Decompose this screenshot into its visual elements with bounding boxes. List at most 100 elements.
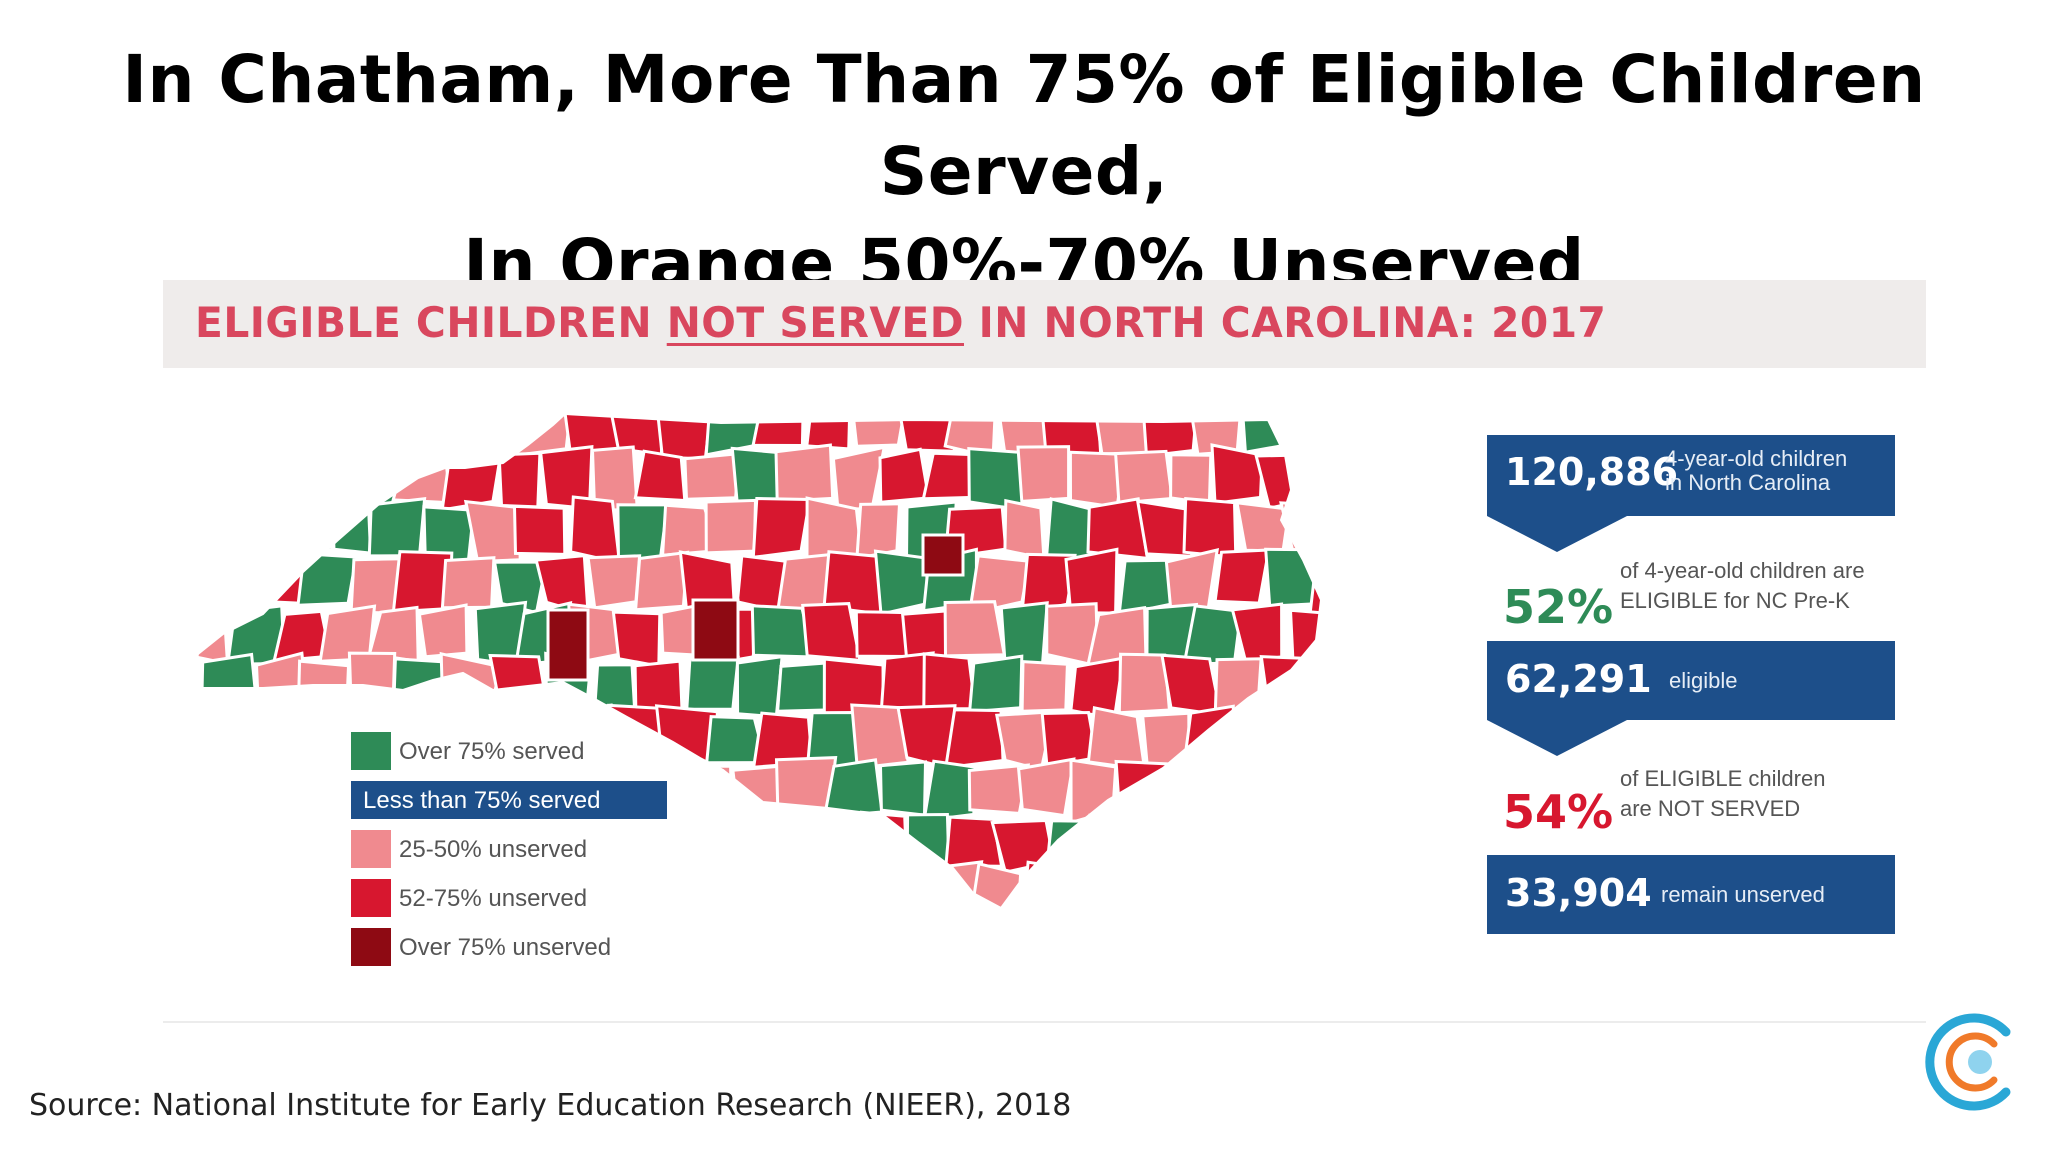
heading-emphasis: NOT SERVED [666,298,964,347]
county-tile [1069,758,1118,825]
county-tile [1160,653,1223,717]
county-tile [751,414,805,448]
county-tile [634,863,695,908]
county-tile [967,763,1031,815]
county-tile [922,652,977,711]
county-tile [320,414,378,453]
stat-eligible-number: 62,291 [1505,657,1652,701]
county-tile [685,655,740,711]
county-tile [1114,449,1174,505]
county-tile [683,764,733,823]
county-tile [726,861,790,908]
stat-eligible-percent: 52% [1503,580,1614,634]
county-tile [199,445,263,507]
county-tile [224,808,284,877]
county-tile [994,414,1050,455]
county-tile [1114,759,1173,818]
county-tile [1239,414,1286,454]
stat-unserved-percent: 54% [1503,785,1614,839]
county-tile [272,704,331,764]
county-tile [1136,807,1197,876]
legend-label: Over 75% unserved [399,934,612,961]
county-tile [272,813,330,873]
county-tile [330,495,373,555]
county-tile [1118,867,1169,908]
stat-unserved-number: 33,904 [1505,871,1652,915]
county-tile-dark [691,598,740,662]
county-tile [922,860,984,908]
county-tile [616,503,670,563]
county-tile [1213,548,1271,605]
county-tile [296,659,351,719]
county-tile [1230,602,1284,664]
stat-total-number: 120,886 [1505,450,1679,494]
county-tile [944,815,1004,868]
county-tile [805,414,852,451]
county-tile [1003,498,1046,561]
county-tile [679,872,739,908]
county-tile [1183,813,1248,877]
heading-part-2: IN NORTH CAROLINA: 2017 [963,298,1607,347]
county-tile [616,811,661,871]
county-tile [801,602,862,663]
county-tile [735,654,784,719]
county-tile [1117,652,1172,715]
county-tile [823,867,884,908]
county-tile [200,652,260,719]
county-tile [199,761,260,824]
county-tile [633,550,690,612]
county-tile [1064,860,1128,908]
stat-eligible-desc-1: of 4-year-old children are [1620,558,1865,583]
arrow-down-icon [1487,516,1627,552]
county-tile [704,498,758,555]
slide-title-line-1: In Chatham, More Than 75% of Eligible Ch… [122,41,1926,210]
stat-total-label-1: 4-year-old children [1665,446,1848,471]
source-citation: Source: National Institute for Early Edu… [29,1088,1072,1123]
stat-eligible-desc-2: ELIGIBLE for NC Pre-K [1620,588,1850,613]
county-tile [1206,860,1271,908]
county-tile [391,456,453,505]
county-tile [683,451,742,501]
county-tile [199,553,261,613]
county-tile [1140,414,1200,458]
county-tile [569,495,622,565]
infographic-panel: ELIGIBLE CHILDREN NOT SERVED IN NORTH CA… [163,280,1926,1152]
county-tile [295,444,352,510]
county-tile [1306,755,1321,814]
county-tile [855,810,909,870]
county-tile [586,554,642,610]
county-tile [468,414,524,456]
county-tile [1279,501,1321,557]
county-tile [223,495,288,560]
county-tile [1169,760,1221,823]
county-tile [878,760,928,817]
slide-title: In Chatham, More Than 75% of Eligible Ch… [0,34,2048,310]
county-tile [1308,862,1321,908]
legend-swatch-red [351,879,391,917]
county-tile [1164,548,1220,612]
county-tile [805,496,864,560]
concentric-c-logo-icon [1925,1013,2011,1111]
county-tile [193,414,232,459]
legend-swatch-pink [351,830,391,868]
county-tile [257,864,307,908]
county-tile [1210,765,1270,817]
county-tile [200,860,257,908]
county-tile [1087,809,1146,876]
county-tile [272,414,335,461]
county-tile [654,414,714,461]
county-tile [873,549,929,616]
county-tile [1259,655,1314,720]
stat-unserved-label: remain unserved [1661,882,1825,907]
county-tile [1283,414,1321,456]
county-tile [593,663,637,709]
county-tile [895,414,957,453]
county-tile [417,603,469,659]
county-tile [611,610,662,668]
county-tile [1086,497,1150,561]
county-tile [296,552,358,607]
county-tile [272,500,334,552]
legend-label: Less than 75% served [363,787,601,814]
county-tile [367,414,423,460]
county-tile [463,499,522,564]
